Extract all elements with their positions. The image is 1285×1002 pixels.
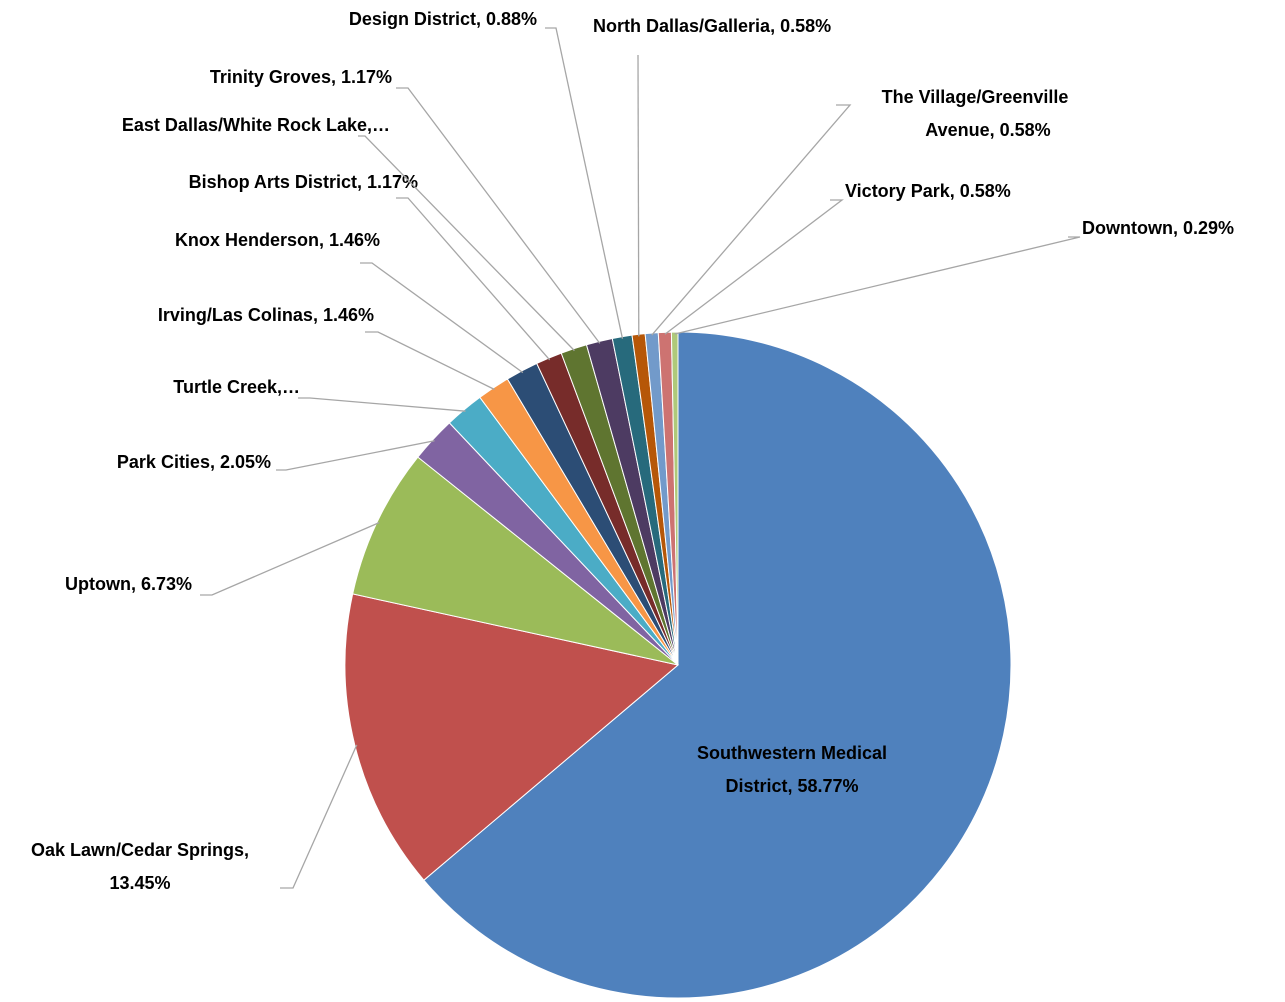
- data-label: Southwestern Medical: [697, 743, 887, 763]
- pie-slice: [344, 593, 680, 881]
- data-label: Victory Park, 0.58%: [845, 181, 1011, 201]
- leader-line: [276, 440, 435, 471]
- data-label: Uptown, 6.73%: [65, 574, 192, 594]
- data-label: Turtle Creek,…: [173, 377, 300, 397]
- data-label: Design District, 0.88%: [349, 9, 537, 29]
- pie-slice: [670, 331, 679, 666]
- data-label: 13.45%: [109, 873, 170, 893]
- data-label: Bishop Arts District, 1.17%: [189, 172, 418, 192]
- data-label: District, 58.77%: [725, 776, 858, 796]
- leader-line: [200, 522, 380, 596]
- leader-line: [674, 236, 1081, 335]
- leader-line: [298, 397, 466, 412]
- data-label: Irving/Las Colinas, 1.46%: [158, 305, 374, 325]
- leader-line: [651, 104, 852, 336]
- leader-line: [545, 27, 624, 339]
- data-label: North Dallas/Galleria, 0.58%: [593, 16, 831, 36]
- leader-line: [637, 54, 640, 337]
- leader-line: [365, 331, 495, 391]
- leader-line: [664, 199, 844, 335]
- leader-line: [360, 262, 524, 374]
- leader-line: [280, 744, 358, 889]
- data-label: Oak Lawn/Cedar Springs,: [31, 840, 249, 860]
- data-label: Park Cities, 2.05%: [117, 452, 271, 472]
- leader-line: [396, 197, 551, 361]
- data-label: East Dallas/White Rock Lake,…: [122, 115, 390, 135]
- data-label: Trinity Groves, 1.17%: [210, 67, 392, 87]
- data-label: Avenue, 0.58%: [925, 120, 1050, 140]
- pie-slice: [423, 331, 1012, 999]
- data-label: Downtown, 0.29%: [1082, 218, 1234, 238]
- leader-line: [358, 135, 575, 352]
- data-label: The Village/Greenville: [882, 87, 1069, 107]
- leader-line: [396, 87, 601, 344]
- pie-slice: [352, 456, 679, 666]
- data-label: Knox Henderson, 1.46%: [175, 230, 380, 250]
